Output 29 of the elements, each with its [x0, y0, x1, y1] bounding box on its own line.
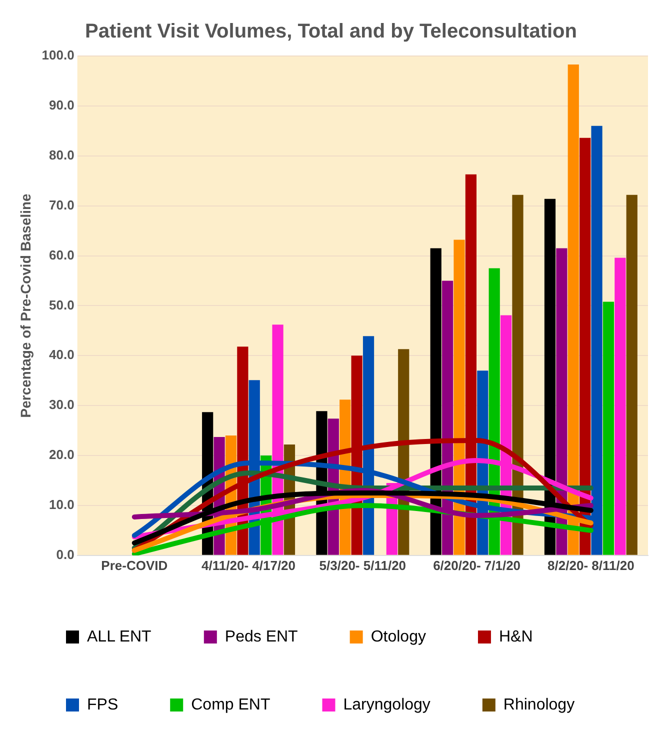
bar [626, 194, 638, 555]
legend-label: FPS [87, 696, 118, 714]
y-tick-label: 0.0 [56, 546, 74, 562]
chart-title: Patient Visit Volumes, Total and by Teleconsultation [85, 20, 577, 43]
y-tick-label: 20.0 [49, 447, 74, 462]
y-tick-label: 70.0 [49, 197, 74, 212]
y-tick-label: 50.0 [49, 297, 74, 312]
y-tick-label: 30.0 [49, 397, 74, 412]
bar [602, 302, 614, 555]
y-tick-label: 60.0 [49, 247, 74, 262]
legend-label: Rhinology [503, 696, 575, 714]
y-tick-label: 90.0 [49, 98, 74, 113]
y-tick-label: 40.0 [49, 347, 74, 362]
legend-label: ALL ENT [87, 628, 152, 646]
x-tick-label: 8/2/20- 8/11/20 [548, 558, 634, 573]
x-tick-label: 4/11/20- 4/17/20 [202, 558, 296, 573]
bar [614, 258, 626, 555]
y-tick-label: 10.0 [49, 497, 74, 512]
x-tick-label: 6/20/20- 7/1/20 [433, 558, 521, 573]
legend-label: Peds ENT [224, 628, 298, 646]
y-tick-label: 100.0 [42, 48, 74, 63]
y-tick-label: 80.0 [49, 147, 74, 162]
x-tick-label: 5/3/20- 5/11/20 [319, 558, 406, 573]
legend-label: H&N [498, 628, 533, 646]
y-axis-title: Percentage of Pre-Covid Baseline [17, 193, 34, 418]
x-tick-label: Pre-COVID [101, 558, 168, 573]
legend-label: Comp ENT [191, 696, 270, 714]
legend-label: Otology [370, 628, 426, 646]
legend-label: Laryngology [343, 696, 430, 714]
